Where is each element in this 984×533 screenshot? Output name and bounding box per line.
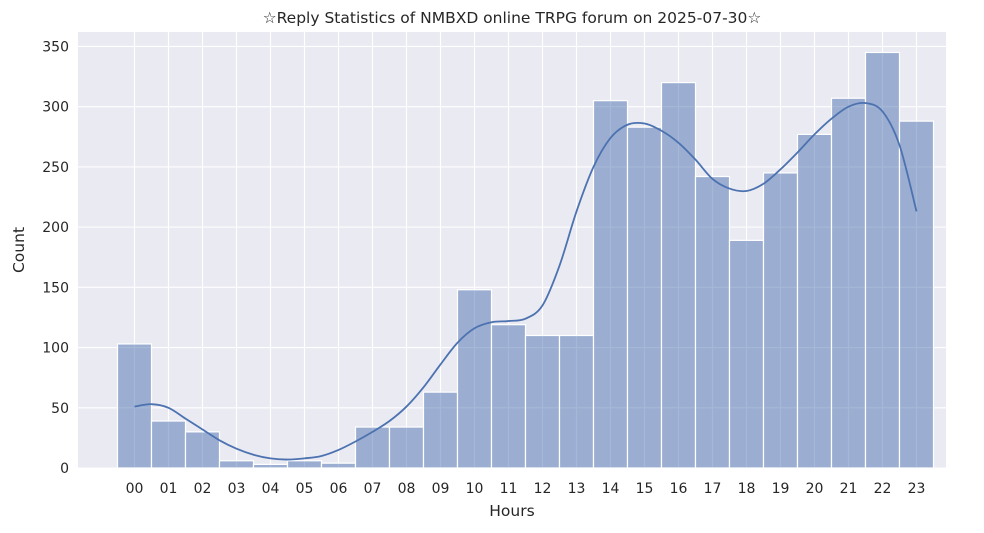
bar-21: [830, 97, 867, 469]
bar-12: [524, 334, 561, 469]
x-tick-label: 07: [364, 481, 382, 497]
bar-01: [150, 420, 187, 469]
bar-13: [558, 334, 595, 469]
kde-curve: [134, 101, 918, 461]
bar-18: [728, 239, 765, 469]
x-tick-labels: 00 01 02 03 04 05 06 07 08 09 10 11 12 13 14 15 16 17 18 19…: [126, 481, 926, 497]
x-tick-label: 06: [330, 481, 348, 497]
bar-07: [354, 426, 391, 469]
x-tick-label: 08: [398, 481, 416, 497]
y-tick-labels: 0 50 100 150 200 250 300 350: [42, 39, 69, 477]
x-axis-label: Hours: [489, 502, 534, 520]
y-tick-label: 250: [42, 160, 69, 176]
x-tick-label: 16: [670, 481, 688, 497]
bar-22: [864, 51, 901, 469]
x-tick-label: 09: [432, 481, 450, 497]
x-tick-label: 19: [772, 481, 790, 497]
x-tick-label: 20: [806, 481, 824, 497]
bar-08: [388, 426, 425, 469]
x-tick-label: 13: [568, 481, 586, 497]
x-tick-label: 03: [228, 481, 246, 497]
bar-17: [694, 175, 731, 469]
x-tick-label: 11: [500, 481, 518, 497]
y-tick-label: 200: [42, 220, 69, 236]
bar-20: [796, 133, 833, 469]
x-tick-label: 12: [534, 481, 552, 497]
chart-title: ☆Reply Statistics of NMBXD online TRPG f…: [263, 9, 762, 27]
bar-05: [286, 460, 323, 469]
bar-14: [592, 100, 629, 469]
y-tick-label: 150: [42, 280, 69, 296]
x-tick-label: 23: [908, 481, 926, 497]
bar-23: [898, 120, 935, 469]
bar-10: [456, 289, 493, 469]
bar-09: [422, 391, 459, 469]
x-tick-label: 22: [874, 481, 892, 497]
x-tick-label: 02: [194, 481, 212, 497]
bar-03: [218, 460, 255, 469]
x-tick-label: 00: [126, 481, 144, 497]
x-tick-label: 10: [466, 481, 484, 497]
bar-04: [252, 463, 289, 469]
y-tick-label: 300: [42, 100, 69, 116]
bar-19: [762, 172, 799, 469]
bars: [116, 51, 935, 469]
y-tick-label: 0: [60, 461, 69, 477]
x-tick-label: 21: [840, 481, 858, 497]
bar-16: [660, 81, 697, 469]
x-tick-label: 17: [704, 481, 722, 497]
x-tick-label: 15: [636, 481, 654, 497]
y-axis-label: Count: [10, 227, 28, 273]
x-tick-label: 01: [160, 481, 178, 497]
y-tick-label: 100: [42, 341, 69, 357]
bar-06: [320, 462, 357, 469]
bar-11: [490, 324, 527, 469]
x-tick-label: 14: [602, 481, 620, 497]
x-tick-label: 04: [262, 481, 280, 497]
bar-15: [626, 126, 663, 469]
x-tick-label: 18: [738, 481, 756, 497]
y-tick-label: 50: [51, 401, 69, 417]
y-tick-label: 350: [42, 39, 69, 55]
x-tick-label: 05: [296, 481, 314, 497]
